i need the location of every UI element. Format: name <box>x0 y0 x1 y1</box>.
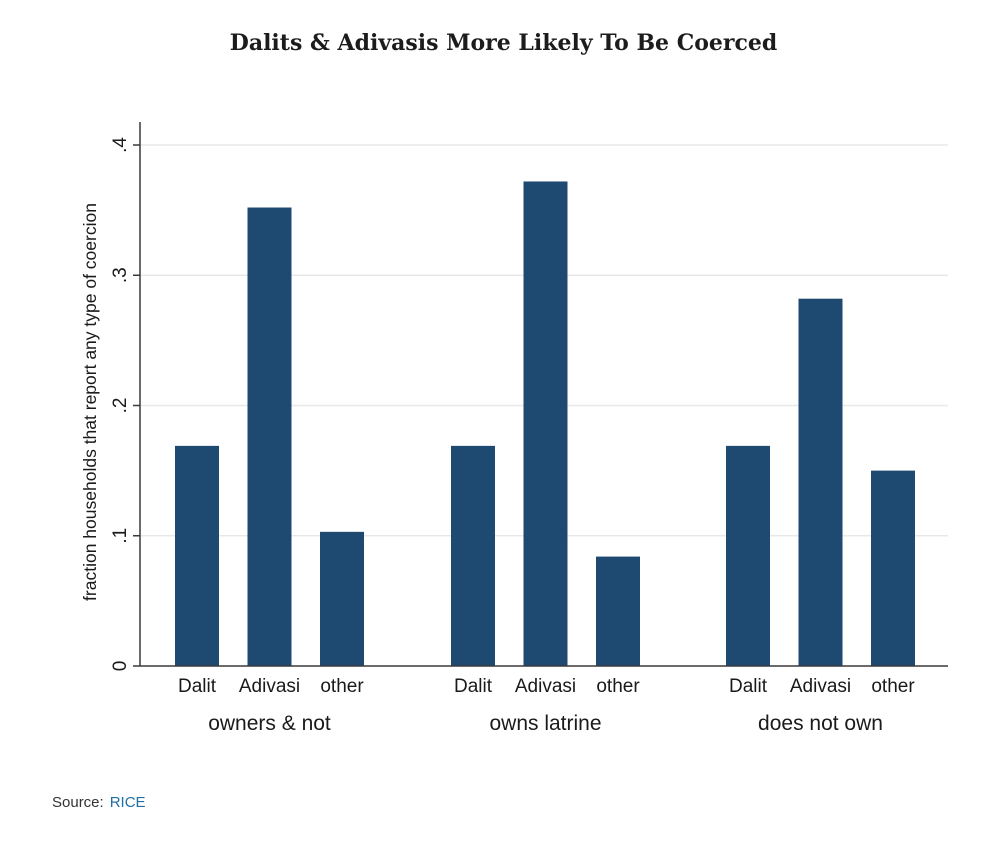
x-tick-label: Dalit <box>454 676 493 697</box>
group-label: owns latrine <box>489 712 601 735</box>
group-label: owners & not <box>208 712 331 735</box>
x-tick-label: Adivasi <box>239 676 300 697</box>
bars <box>175 181 915 666</box>
x-tick-label: Adivasi <box>515 676 576 697</box>
bar-adivasi <box>247 207 292 666</box>
source-line: Source: RICE <box>52 794 146 811</box>
x-tick-label: Dalit <box>729 676 768 697</box>
bar-adivasi <box>798 298 843 666</box>
y-tick-label: .4 <box>110 137 131 153</box>
x-tick-label: other <box>871 676 915 697</box>
x-tick-label: other <box>596 676 640 697</box>
x-labels: Dalit Adivasi other owners & not Dalit Adivas… <box>178 676 915 735</box>
bar-dalit <box>175 445 219 666</box>
bar-other <box>871 470 915 666</box>
y-tick-label: 0 <box>110 661 131 672</box>
bar-other <box>596 556 640 666</box>
y-tick-label: .3 <box>110 267 131 283</box>
y-tick-label: .1 <box>110 528 131 544</box>
chart-title: Dalits & Adivasis More Likely To Be Coer… <box>229 30 778 56</box>
x-tick-label: Dalit <box>178 676 217 697</box>
source-label: Source: <box>52 794 104 811</box>
bar-dalit <box>726 445 770 666</box>
bar-other <box>320 531 364 666</box>
x-tick-label: Adivasi <box>790 676 851 697</box>
x-tick-label: other <box>320 676 364 697</box>
bar-adivasi <box>523 181 568 666</box>
group-label: does not own <box>758 712 883 735</box>
y-axis-label: fraction households that report any type… <box>80 203 100 601</box>
axes <box>139 122 948 667</box>
source-link[interactable]: RICE <box>109 794 146 811</box>
y-ticks: 0 .1 .2 .3 .4 <box>110 137 140 672</box>
y-tick-label: .2 <box>110 398 131 414</box>
bar-dalit <box>451 445 495 666</box>
